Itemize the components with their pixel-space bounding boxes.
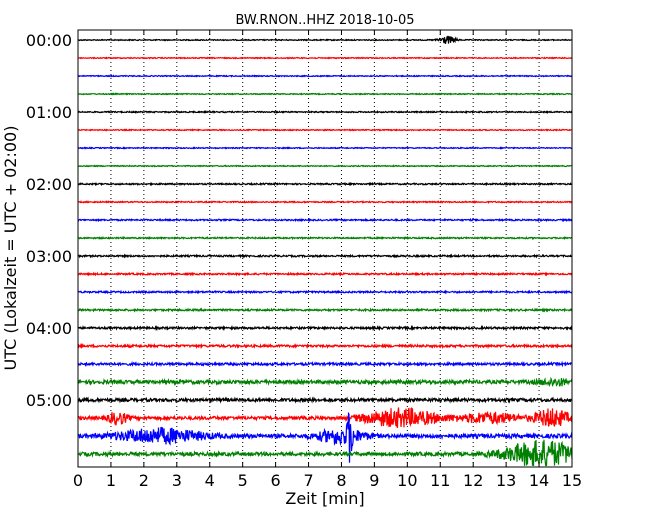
trace-0030 [77,74,573,78]
traces [77,35,573,467]
x-tick-label: 5 [238,471,248,490]
x-axis: 0 1 2 3 4 5 6 7 8 9 10 11 12 13 14 15 [73,30,582,490]
trace-0400 [77,324,573,332]
trace-0330 [77,289,573,295]
x-tick-label: 6 [271,471,281,490]
trace-0045 [77,92,573,96]
y-tick-label: 04:00 [26,319,72,338]
trace-0000 [77,35,573,44]
x-tick-label: 3 [172,471,182,490]
x-tick-label: 13 [496,471,516,490]
trace-0315 [77,271,573,277]
trace-0130 [77,146,573,150]
trace-0145 [77,164,573,168]
trace-0115 [77,128,573,132]
plot-frame [77,29,573,468]
y-axis: 00:00 01:00 02:00 03:00 04:00 05:00 [26,31,572,410]
x-tick-label: 1 [106,471,116,490]
trace-0415 [77,342,573,350]
grid [110,30,540,467]
trace-0530 [77,411,573,463]
trace-0015 [77,56,573,60]
x-tick-label: 8 [336,471,346,490]
y-tick-label: 03:00 [26,247,72,266]
chart-title: BW.RNON..HHZ 2018-10-05 [235,13,414,28]
trace-0200 [77,181,573,187]
trace-0445 [77,376,573,388]
trace-0500 [77,396,573,404]
trace-0215 [77,199,573,204]
y-tick-label: 01:00 [26,103,72,122]
y-tick-label: 02:00 [26,175,72,194]
y-tick-label: 00:00 [26,31,72,50]
trace-0545 [77,439,573,467]
trace-0430 [77,360,573,368]
x-tick-label: 11 [430,471,450,490]
trace-0245 [77,235,573,241]
y-tick-label: 05:00 [26,391,72,410]
x-tick-label: 12 [463,471,483,490]
y-axis-label: UTC (Lokalzeit = UTC + 02:00) [1,126,20,371]
x-tick-label: 9 [369,471,379,490]
x-tick-label: 15 [562,471,582,490]
x-axis-label: Zeit [min] [285,489,364,508]
trace-0345 [77,307,573,313]
trace-0300 [77,253,573,259]
trace-0230 [77,217,573,223]
x-tick-label: 2 [139,471,149,490]
x-tick-label: 10 [397,471,417,490]
trace-0515 [77,406,573,429]
x-tick-label: 4 [205,471,215,490]
x-tick-label: 7 [303,471,313,490]
x-tick-label: 0 [73,471,83,490]
trace-0100 [77,109,573,115]
x-tick-label: 14 [529,471,549,490]
